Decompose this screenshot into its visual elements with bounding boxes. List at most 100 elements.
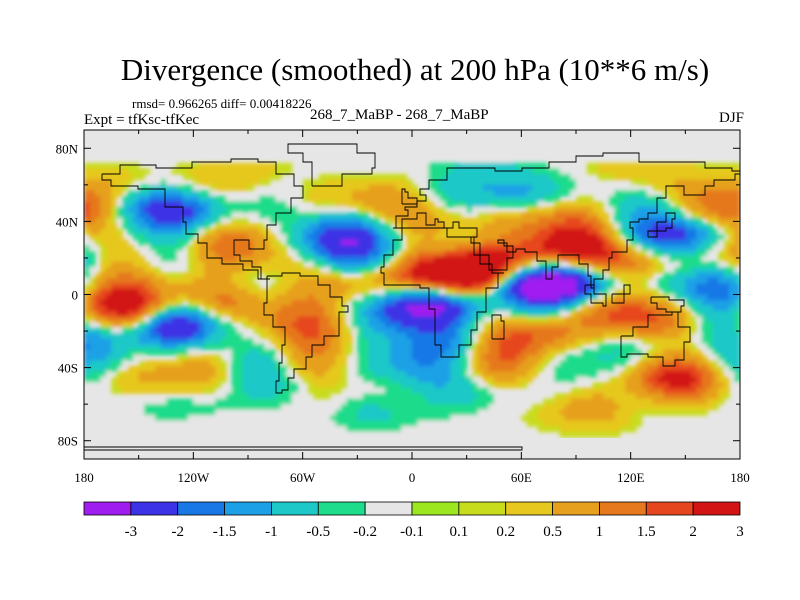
grid-cell (308, 190, 315, 197)
grid-cell (308, 206, 315, 213)
grid-cell (280, 250, 287, 257)
grid-cell (597, 327, 604, 334)
grid-cell (155, 294, 162, 301)
grid-cell (193, 360, 200, 367)
grid-cell (712, 343, 719, 350)
grid-cell (138, 354, 145, 361)
grid-cell (461, 338, 468, 345)
grid-cell (630, 212, 637, 219)
grid-cell (237, 387, 244, 394)
grid-cell (275, 283, 282, 290)
grid-cell (379, 360, 386, 367)
grid-cell (559, 173, 566, 180)
grid-cell (286, 316, 293, 323)
grid-cell (275, 289, 282, 296)
grid-cell (690, 245, 697, 252)
grid-cell (351, 398, 358, 405)
grid-cell (406, 245, 413, 252)
grid-cell (663, 201, 670, 208)
grid-cell (187, 415, 194, 422)
grid-cell (291, 250, 298, 257)
grid-cell (319, 261, 326, 268)
grid-cell (346, 338, 353, 345)
grid-cell (641, 223, 648, 230)
grid-cell (313, 289, 320, 296)
grid-cell (718, 212, 725, 219)
grid-cell (658, 294, 665, 301)
grid-cell (472, 349, 479, 356)
grid-cell (319, 217, 326, 224)
grid-cell (242, 404, 249, 411)
grid-cell (291, 310, 298, 318)
grid-cell (412, 404, 419, 411)
grid-cell (182, 354, 189, 361)
grid-cell (647, 327, 654, 334)
grid-cell (362, 310, 369, 318)
grid-cell (308, 327, 315, 334)
grid-cell (734, 382, 740, 389)
grid-cell (668, 365, 675, 372)
grid-cell (636, 360, 643, 367)
grid-cell (379, 190, 386, 197)
grid-cell (412, 354, 419, 361)
grid-cell (734, 195, 740, 202)
grid-cell (581, 283, 588, 290)
grid-cell (433, 190, 440, 197)
grid-cell (324, 239, 331, 246)
grid-cell (663, 179, 670, 186)
grid-cell (477, 382, 484, 389)
grid-cell (253, 228, 260, 235)
grid-cell (248, 294, 255, 301)
grid-cell (504, 365, 511, 372)
grid-cell (433, 360, 440, 367)
grid-cell (668, 371, 675, 378)
grid-cell (494, 343, 501, 350)
grid-cell (215, 239, 222, 246)
grid-cell (384, 332, 391, 339)
grid-cell (455, 250, 462, 257)
grid-cell (548, 239, 555, 246)
grid-cell (734, 305, 740, 312)
grid-cell (685, 360, 692, 367)
grid-cell (696, 239, 703, 246)
grid-cell (127, 365, 134, 372)
grid-cell (94, 316, 101, 323)
grid-cell (193, 272, 200, 279)
grid-cell (111, 173, 118, 180)
grid-cell (362, 212, 369, 219)
grid-cell (231, 398, 238, 405)
grid-cell (84, 201, 91, 208)
grid-cell (734, 360, 740, 367)
grid-cell (105, 343, 112, 350)
grid-cell (215, 206, 222, 213)
grid-cell (521, 338, 528, 345)
grid-cell (111, 250, 118, 257)
grid-cell (647, 239, 654, 246)
grid-cell (592, 289, 599, 296)
grid-cell (176, 299, 183, 307)
grid-cell (543, 206, 550, 213)
grid-cell (532, 365, 539, 372)
grid-cell (275, 223, 282, 230)
grid-cell (543, 256, 550, 263)
grid-cell (701, 393, 708, 400)
grid-cell (237, 360, 244, 367)
grid-cell (608, 168, 615, 175)
grid-cell (340, 332, 347, 339)
grid-cell (94, 294, 101, 301)
grid-cell (406, 250, 413, 257)
grid-cell (537, 294, 544, 301)
grid-cell (204, 278, 211, 285)
grid-cell (439, 245, 446, 252)
grid-cell (373, 299, 380, 307)
grid-cell (641, 398, 648, 405)
grid-cell (313, 217, 320, 224)
grid-cell (302, 305, 309, 312)
grid-cell (111, 217, 118, 224)
grid-cell (510, 354, 517, 361)
grid-cell (444, 239, 451, 246)
grid-cell (220, 409, 227, 416)
grid-cell (674, 206, 681, 213)
grid-cell (565, 338, 572, 345)
grid-cell (510, 371, 517, 378)
